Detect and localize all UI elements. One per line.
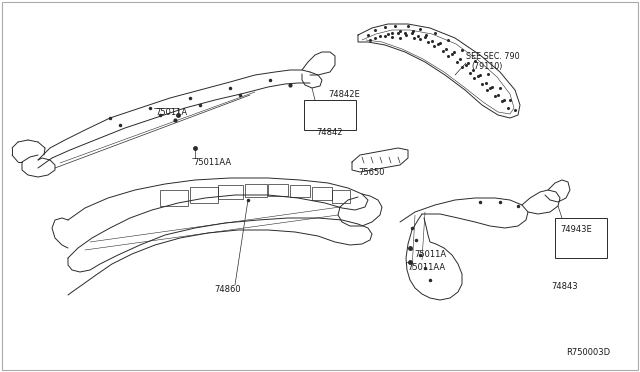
Text: 74843: 74843 [551,282,578,291]
Bar [218,185,243,199]
Text: (79110): (79110) [471,62,502,71]
Text: 75011A: 75011A [414,250,446,259]
Text: 75011A: 75011A [155,108,187,117]
Text: 74842E: 74842E [328,90,360,99]
Bar [312,187,332,200]
Text: 75650: 75650 [358,168,385,177]
Text: 75011AA: 75011AA [407,263,445,272]
Bar [332,190,350,203]
Text: 74860: 74860 [214,285,241,294]
Bar [304,100,356,130]
Bar [268,184,288,196]
Bar [190,187,218,203]
Bar [555,218,607,258]
Text: 75011AA: 75011AA [193,158,231,167]
Text: SEE SEC. 790: SEE SEC. 790 [466,52,520,61]
Text: 74842: 74842 [316,128,342,137]
Text: 74943E: 74943E [560,225,592,234]
Bar [290,185,310,197]
Bar [245,184,267,197]
Bar [160,190,188,206]
Text: R750003D: R750003D [566,348,610,357]
